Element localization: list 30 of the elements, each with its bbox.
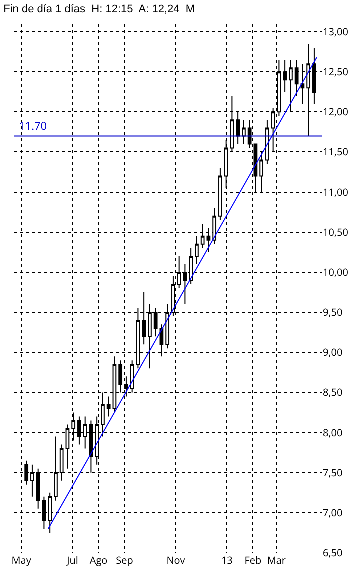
y-tick-label: 8,00: [323, 425, 344, 440]
candlestick: [106, 396, 111, 418]
candlestick: [283, 60, 288, 93]
x-tick-label: Feb: [244, 553, 262, 567]
candlestick: [242, 120, 246, 145]
x-tick-label: Jul: [66, 553, 78, 567]
y-tick-label: 9,50: [323, 305, 344, 320]
y-tick-label: 13,00: [323, 24, 349, 39]
y-tick-label: 10,50: [323, 224, 349, 239]
y-tick-label: 9,00: [323, 345, 344, 360]
candlestick: [266, 120, 270, 165]
y-tick-label: 11,50: [323, 144, 349, 159]
y-tick-label: 7,50: [323, 465, 344, 480]
ref-line-label: 11.70: [19, 119, 48, 134]
y-tick-label: 11,00: [323, 184, 349, 199]
y-tick-label: 12,00: [323, 104, 349, 119]
x-tick-label: Sep: [116, 553, 134, 567]
x-tick-label: Mar: [267, 553, 286, 567]
candlestick: [294, 60, 299, 97]
x-tick-label: 13: [221, 553, 234, 567]
candlestick: [195, 236, 199, 265]
x-tick-label: Nov: [166, 553, 186, 567]
y-tick-label: 8,50: [323, 385, 344, 400]
chart-title: Fin de día 1 días H: 12:15 A: 12,24 M: [4, 3, 196, 16]
y-tick-label: 6,50: [323, 546, 344, 560]
y-tick-label: 12,50: [323, 64, 349, 79]
y-tick-label: 10,00: [323, 264, 349, 279]
x-tick-label: May: [12, 553, 32, 567]
y-tick-label: 7,00: [323, 505, 344, 520]
x-tick-label: Ago: [90, 553, 108, 567]
